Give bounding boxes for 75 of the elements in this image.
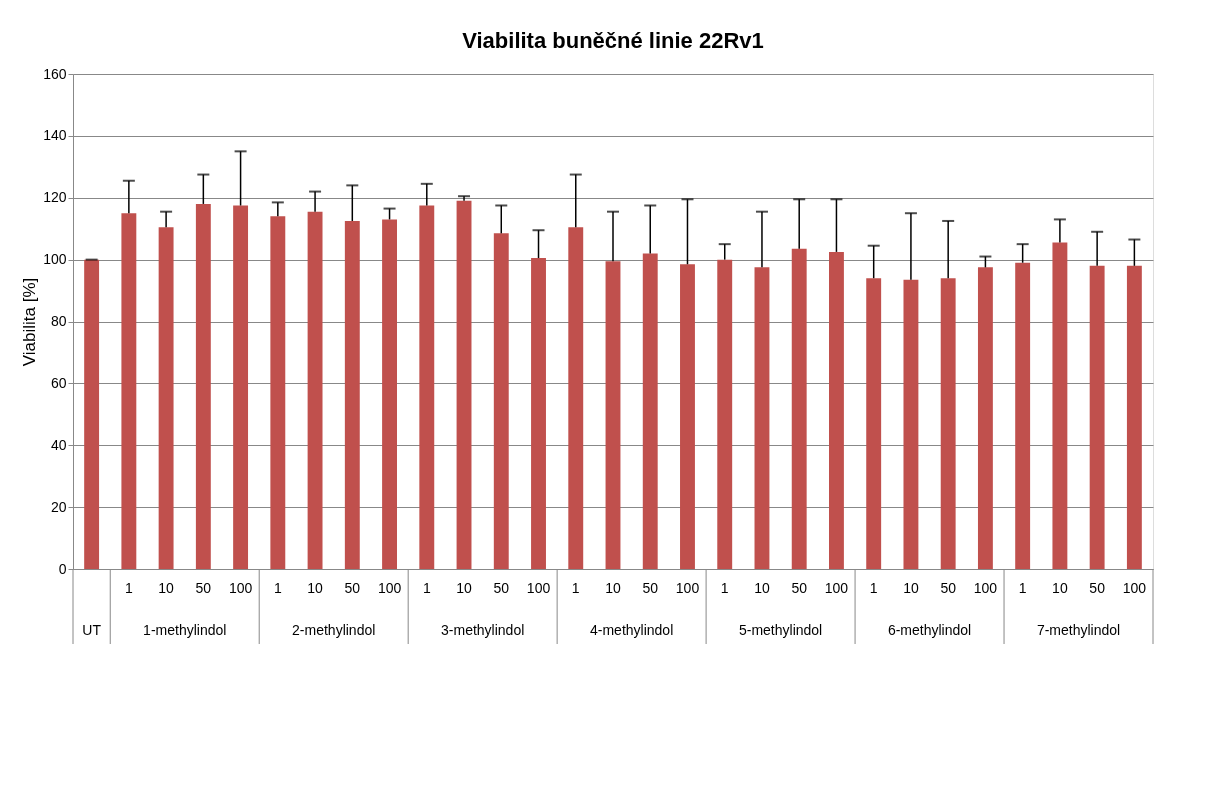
bar — [680, 264, 695, 569]
bar — [791, 248, 807, 569]
bar — [1052, 242, 1068, 569]
x-tick-label: 100 — [1122, 579, 1147, 596]
x-tick-label: 50 — [1089, 579, 1106, 596]
text: 5-methylindol — [738, 622, 823, 638]
x-tick-label: 1 — [571, 579, 580, 596]
bar — [382, 219, 397, 569]
x-tick-label: 100 — [824, 579, 849, 596]
bar — [1126, 265, 1142, 569]
bar — [903, 279, 919, 569]
text: 1-methylindol — [143, 622, 227, 638]
x-tick-label: 1 — [422, 579, 431, 596]
bar — [344, 220, 360, 569]
x-tick-label: 1 — [124, 579, 133, 596]
x-tick-label: 10 — [903, 579, 919, 596]
x-tick-label: 100 — [377, 579, 402, 596]
bar — [84, 259, 100, 569]
x-tick-label: 1 — [273, 579, 282, 596]
x-tick-label: 1 — [1018, 579, 1027, 596]
x-tick-label: 50 — [940, 579, 957, 596]
bar — [1015, 262, 1031, 569]
x-tick-label: 10 — [158, 579, 175, 596]
bar — [642, 253, 658, 569]
x-tick-label: 50 — [344, 579, 361, 596]
y-tick-label: 120 — [43, 189, 67, 206]
x-tick-label: 50 — [493, 579, 510, 596]
bar — [531, 258, 546, 569]
x-tick-label: 50 — [195, 579, 212, 596]
bar — [121, 213, 137, 569]
chart-title: Viabilita buněčné linie 22Rv1 — [462, 28, 764, 53]
x-tick-label: 10 — [456, 579, 473, 596]
x-tick-label: 10 — [605, 579, 621, 596]
x-tick-label: 1 — [720, 579, 729, 596]
text: 7-methylindol — [1036, 622, 1121, 638]
bar — [493, 233, 509, 569]
bar — [829, 251, 844, 569]
y-axis-title: Viabilita [%] — [20, 277, 40, 367]
text: 6-methylindol — [887, 622, 972, 638]
y-tick-label: 20 — [50, 498, 67, 515]
x-tick-label: 10 — [307, 579, 324, 596]
x-tick-label: 50 — [791, 579, 808, 596]
text: UT — [82, 622, 102, 638]
x-tick-label: 50 — [642, 579, 659, 596]
x-tick-label: 100 — [526, 579, 551, 596]
text: 3-methylindol — [441, 622, 525, 638]
bar — [158, 227, 174, 569]
x-tick-label: 1 — [869, 579, 878, 596]
y-tick-label: 60 — [50, 374, 67, 391]
bar — [1089, 265, 1105, 569]
y-tick-label: 40 — [50, 436, 67, 453]
bar — [940, 278, 956, 569]
bar — [307, 211, 323, 569]
text: 2-methylindol — [292, 622, 376, 638]
bar — [233, 205, 249, 569]
x-tick-label: 100 — [973, 579, 998, 596]
bar — [717, 259, 733, 569]
y-tick-label: 100 — [43, 251, 67, 268]
text: 4-methylindol — [589, 622, 674, 638]
x-tick-label: 100 — [228, 579, 253, 596]
bar — [754, 267, 770, 569]
bar — [568, 227, 584, 569]
x-tick-label: 10 — [754, 579, 770, 596]
x-tick-label: 100 — [675, 579, 700, 596]
y-tick-label: 80 — [50, 313, 67, 329]
y-tick-label: 0 — [58, 560, 67, 577]
bar — [270, 216, 286, 569]
bar — [605, 261, 621, 569]
bar — [195, 203, 211, 569]
y-tick-label: 140 — [43, 127, 67, 144]
y-tick-label: 160 — [43, 65, 67, 82]
bar — [419, 205, 435, 569]
bar — [866, 278, 882, 569]
x-tick-label: 10 — [1052, 579, 1068, 596]
bar — [977, 267, 993, 569]
